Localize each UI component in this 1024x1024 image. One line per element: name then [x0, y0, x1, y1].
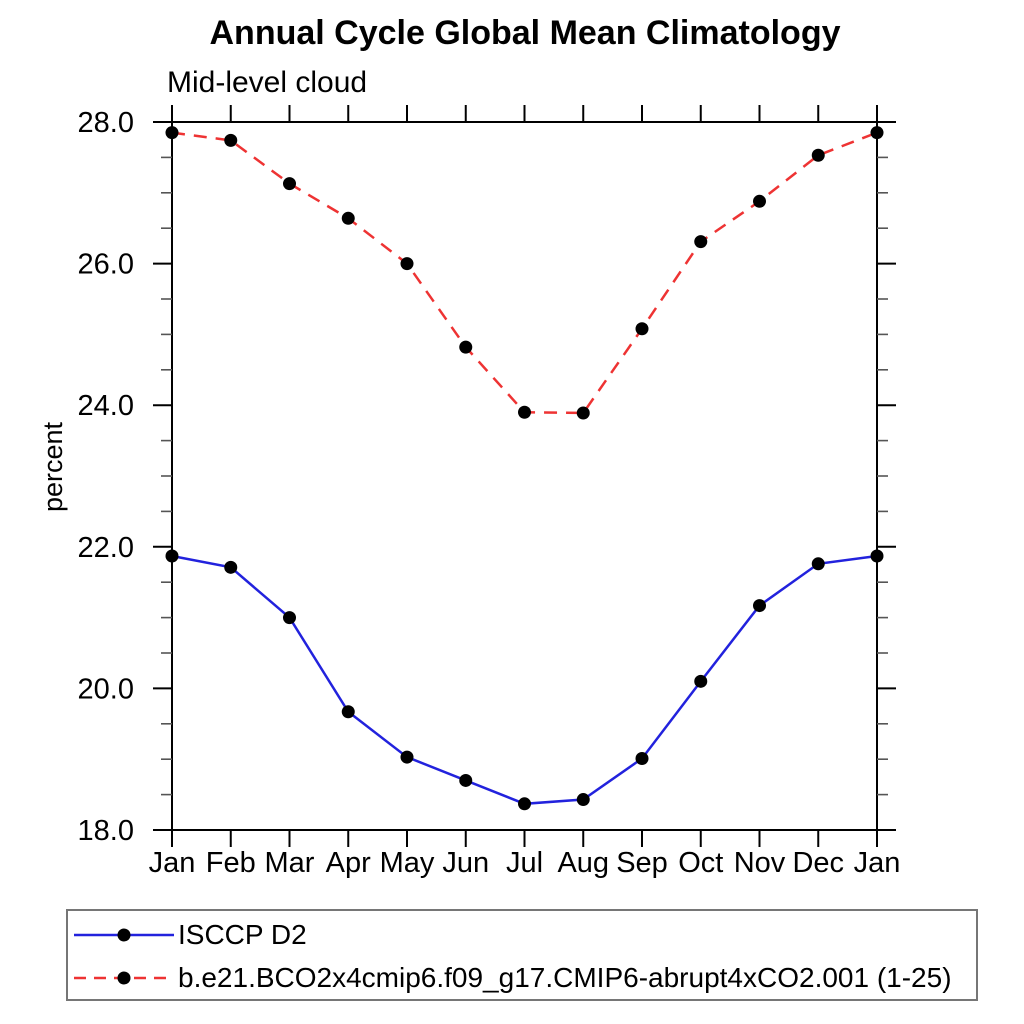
data-point-marker: [283, 177, 296, 191]
x-axis-tick-label: Oct: [678, 847, 723, 879]
data-point-marker: [165, 549, 179, 563]
x-axis-tick-label: Apr: [326, 847, 371, 879]
legend-marker-icon: [117, 928, 131, 941]
x-axis-tick-label: Dec: [792, 847, 844, 879]
data-point-marker: [811, 148, 825, 162]
legend-rows: ISCCP D2 b.e21.BCO2x4cmip6.f09_g17.CMIP6-…: [68, 913, 976, 999]
chart-title: Annual Cycle Global Mean Climatology: [209, 14, 841, 52]
data-point-marker: [635, 322, 649, 336]
x-axis-tick-label: Jan: [854, 847, 901, 879]
data-point-marker: [165, 126, 179, 140]
legend-label: b.e21.BCO2x4cmip6.f09_g17.CMIP6-abrupt4x…: [178, 961, 952, 993]
data-point-marker: [224, 133, 238, 147]
data-point-marker: [694, 674, 708, 688]
legend-marker-icon: [117, 971, 131, 984]
data-point-marker: [576, 793, 590, 807]
data-point-marker: [635, 751, 649, 765]
x-axis-tick-label: Nov: [734, 847, 786, 879]
x-axis-tick-label: Mar: [265, 847, 315, 879]
data-point-marker: [341, 705, 355, 719]
data-point-marker: [224, 560, 238, 574]
series-line-solid: [171, 554, 878, 806]
data-point-marker: [400, 257, 414, 271]
data-point-marker: [400, 750, 414, 764]
legend-line-sample: [74, 928, 174, 941]
x-axis-tick-label: Sep: [616, 847, 668, 879]
x-axis-tick-label: Feb: [206, 847, 256, 879]
y-axis-tick-label: 28.0: [78, 107, 134, 139]
y-axis-tick-label: 26.0: [78, 249, 134, 281]
data-point-marker: [459, 340, 473, 354]
data-point-marker: [576, 406, 590, 420]
y-axis-tick-label: 22.0: [78, 532, 134, 564]
data-point-marker: [459, 773, 473, 787]
x-axis-tick-label: May: [380, 847, 435, 879]
series-line-dashed: [171, 131, 878, 415]
data-point-marker: [518, 405, 531, 419]
legend-item: b.e21.BCO2x4cmip6.f09_g17.CMIP6-abrupt4x…: [68, 956, 976, 999]
data-point-marker: [753, 599, 766, 613]
x-axis-tick-label: Jan: [149, 847, 196, 879]
x-axis-tick-label: Jun: [442, 847, 489, 879]
data-point-marker: [811, 557, 825, 571]
chart-subtitle: Mid-level cloud: [167, 66, 368, 99]
x-axis-tick-label: Aug: [557, 847, 609, 879]
x-axis-tick-label: Jul: [506, 847, 543, 879]
data-point-marker: [870, 549, 884, 563]
legend-label: ISCCP D2: [178, 918, 307, 950]
plot-border: [171, 121, 878, 831]
y-axis-tick-label: 20.0: [78, 673, 134, 705]
data-point-marker: [341, 211, 355, 225]
y-axis-tick-label: 18.0: [78, 815, 134, 847]
legend-item: ISCCP D2: [68, 913, 976, 956]
data-point-marker: [518, 797, 531, 811]
legend-line-sample: [74, 971, 174, 984]
legend-box: ISCCP D2 b.e21.BCO2x4cmip6.f09_g17.CMIP6-…: [66, 909, 978, 1001]
y-axis-tick-label: 24.0: [78, 390, 134, 422]
data-point-marker: [870, 126, 884, 140]
data-point-marker: [753, 194, 766, 208]
data-point-marker: [283, 611, 296, 625]
data-point-marker: [694, 235, 708, 249]
